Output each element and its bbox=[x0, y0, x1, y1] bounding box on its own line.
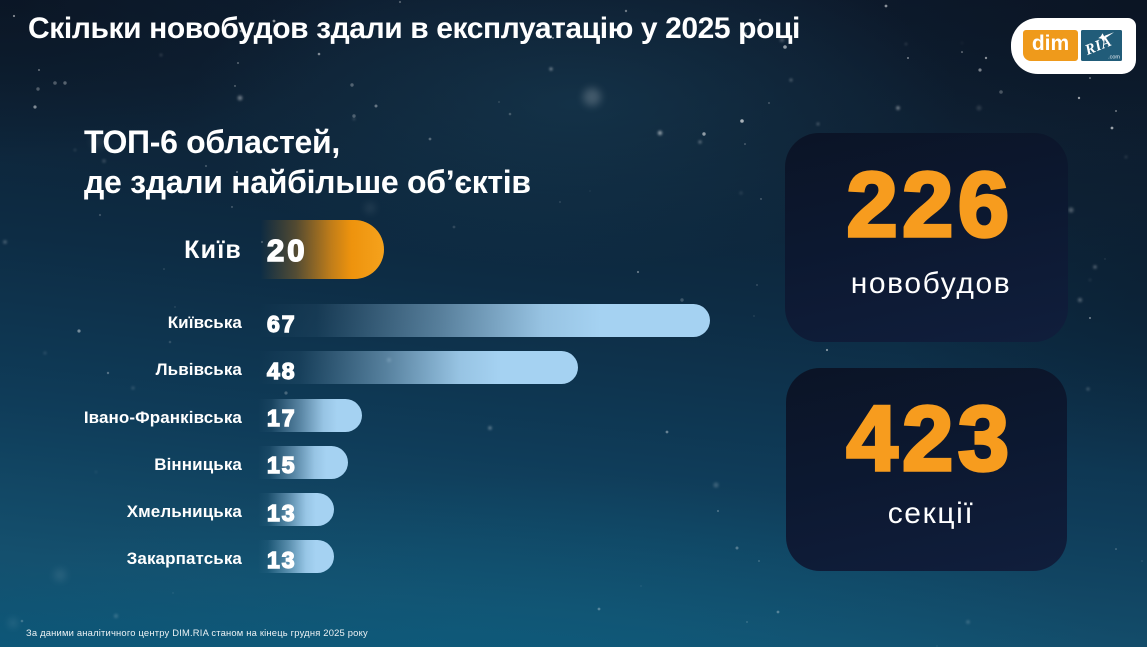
svg-text:.com: .com bbox=[1108, 54, 1120, 60]
